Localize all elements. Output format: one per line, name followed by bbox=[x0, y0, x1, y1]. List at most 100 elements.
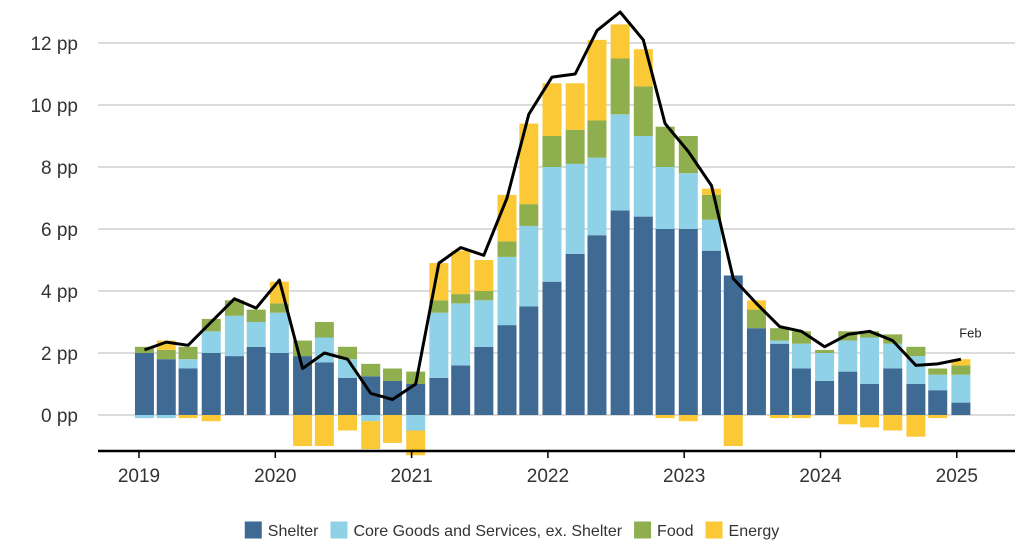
x-tick-label: 2025 bbox=[936, 466, 978, 487]
x-tick-label: 2023 bbox=[663, 466, 705, 487]
bar-shelter bbox=[838, 371, 858, 415]
legend-item-energy: Energy bbox=[705, 521, 780, 540]
bar-shelter bbox=[406, 384, 426, 415]
bar-shelter bbox=[497, 325, 517, 415]
legend-label: Shelter bbox=[268, 523, 319, 540]
bar-shelter bbox=[269, 353, 289, 415]
bar-food bbox=[314, 322, 334, 338]
bar-core bbox=[406, 415, 426, 431]
bar-shelter bbox=[451, 365, 471, 415]
bar-energy bbox=[293, 415, 313, 446]
bar-shelter bbox=[633, 216, 653, 415]
bar-food bbox=[610, 58, 630, 115]
y-tick-label: 12 pp bbox=[30, 34, 78, 55]
bar-shelter bbox=[928, 390, 948, 415]
bar-shelter bbox=[519, 306, 539, 415]
bar-energy bbox=[565, 83, 585, 130]
bar-core bbox=[451, 303, 471, 366]
y-tick-label: 4 pp bbox=[41, 282, 78, 303]
y-tick-label: 2 pp bbox=[41, 344, 78, 365]
x-tick-label: 2022 bbox=[527, 466, 569, 487]
x-tick-label: 2021 bbox=[390, 466, 432, 487]
bar-core bbox=[791, 343, 811, 369]
bar-food bbox=[951, 365, 971, 375]
bar-shelter bbox=[678, 229, 698, 415]
bar-energy bbox=[587, 39, 607, 121]
legend-item-shelter: Shelter bbox=[244, 521, 319, 540]
bar-shelter bbox=[770, 343, 790, 415]
bar-core bbox=[201, 331, 221, 353]
bar-energy bbox=[791, 415, 811, 419]
legend-swatch bbox=[244, 521, 262, 539]
y-tick-label: 10 pp bbox=[30, 96, 78, 117]
bar-food bbox=[338, 346, 358, 360]
bar-energy bbox=[678, 415, 698, 422]
legend-label: Energy bbox=[729, 523, 780, 540]
bar-food bbox=[565, 129, 585, 164]
bar-core bbox=[838, 340, 858, 372]
bar-food bbox=[770, 328, 790, 341]
bar-food bbox=[361, 363, 381, 377]
bar-energy bbox=[361, 421, 381, 450]
bar-core bbox=[928, 374, 948, 391]
bar-shelter bbox=[883, 368, 903, 415]
bar-food bbox=[906, 346, 926, 357]
bar-food bbox=[633, 86, 653, 136]
bar-food bbox=[928, 368, 948, 375]
bar-food bbox=[269, 303, 289, 313]
bar-food bbox=[746, 309, 766, 329]
bar-group bbox=[134, 24, 971, 456]
bar-shelter bbox=[429, 377, 449, 415]
bar-core bbox=[678, 173, 698, 229]
legend: Shelter Core Goods and Services, ex. Shel… bbox=[244, 521, 780, 540]
bar-core bbox=[633, 136, 653, 217]
legend-label: Core Goods and Services, ex. Shelter bbox=[353, 523, 622, 540]
bar-core bbox=[655, 167, 675, 229]
bar-energy bbox=[610, 24, 630, 59]
bar-shelter bbox=[610, 210, 630, 415]
bar-core bbox=[815, 353, 835, 381]
bar-food bbox=[429, 300, 449, 313]
bar-energy bbox=[542, 83, 562, 136]
bar-food bbox=[587, 120, 607, 158]
annotation-label: Feb bbox=[959, 326, 981, 341]
annotations: Feb bbox=[959, 326, 981, 341]
bar-core bbox=[246, 322, 266, 347]
legend-swatch bbox=[330, 521, 348, 539]
bar-core bbox=[951, 374, 971, 403]
bar-energy bbox=[928, 415, 948, 419]
bar-food bbox=[860, 331, 880, 338]
bar-food bbox=[815, 349, 835, 353]
bar-shelter bbox=[293, 356, 313, 415]
bar-core bbox=[587, 157, 607, 236]
bar-food bbox=[497, 241, 517, 257]
legend-item-food: Food bbox=[634, 521, 694, 540]
bar-core bbox=[178, 359, 198, 369]
bar-core bbox=[134, 415, 154, 419]
bar-food bbox=[542, 136, 562, 167]
y-tick-label: 0 pp bbox=[41, 406, 78, 427]
bar-core bbox=[269, 312, 289, 353]
bar-shelter bbox=[723, 275, 743, 415]
line-group bbox=[143, 10, 962, 401]
bar-food bbox=[383, 368, 403, 381]
bar-food bbox=[178, 346, 198, 360]
y-axis-ticks: 0 pp 2 pp 4 pp 6 pp 8 pp 10 pp 12 pp bbox=[30, 34, 78, 427]
bar-core bbox=[497, 256, 517, 326]
bar-shelter bbox=[224, 356, 244, 415]
bar-food bbox=[655, 126, 675, 167]
bar-shelter bbox=[542, 281, 562, 415]
bar-shelter bbox=[156, 359, 176, 415]
bar-shelter bbox=[746, 328, 766, 415]
bar-shelter bbox=[201, 353, 221, 415]
bar-shelter bbox=[314, 362, 334, 415]
x-tick-label: 2024 bbox=[799, 466, 842, 487]
bar-energy bbox=[838, 415, 858, 425]
bar-core bbox=[906, 356, 926, 384]
bar-core bbox=[860, 337, 880, 384]
bar-energy bbox=[178, 415, 198, 419]
bar-shelter bbox=[655, 229, 675, 415]
bar-core bbox=[224, 315, 244, 357]
